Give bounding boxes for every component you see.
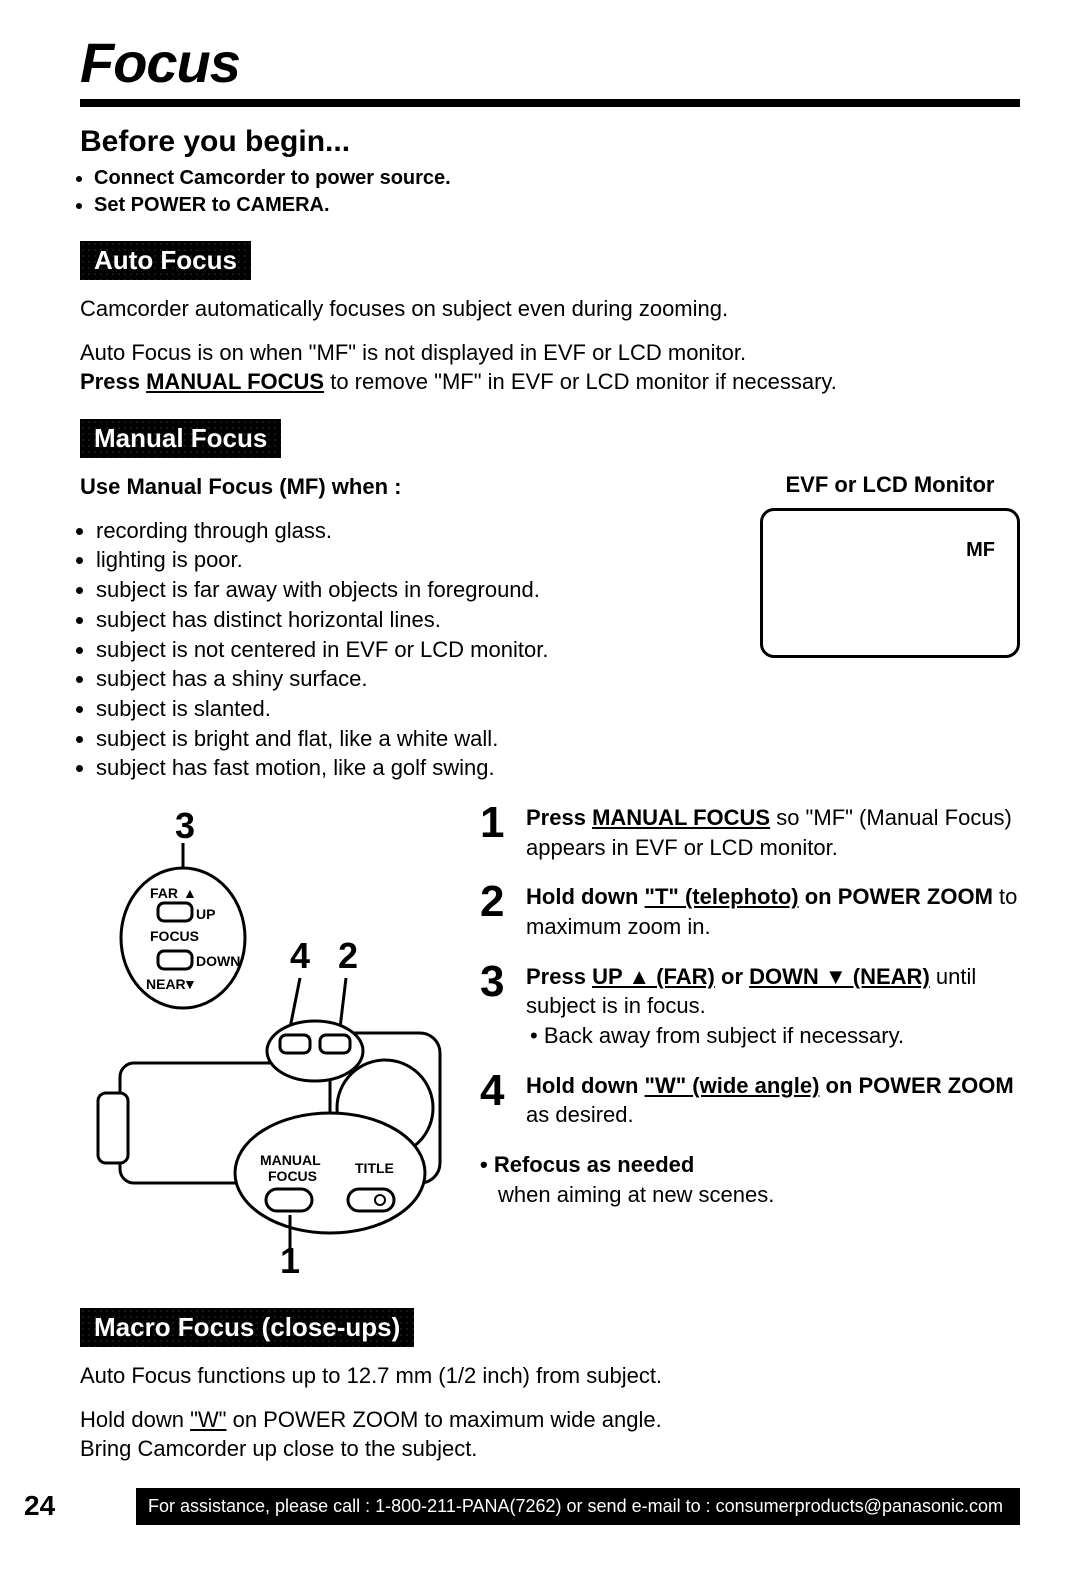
list-item: subject has fast motion, like a golf swi… xyxy=(96,753,730,783)
list-item: subject has a shiny surface. xyxy=(96,664,730,694)
callout-4: 4 xyxy=(290,935,310,976)
svg-text:TITLE: TITLE xyxy=(355,1160,394,1176)
svg-text:▼: ▼ xyxy=(183,976,197,992)
svg-text:FAR: FAR xyxy=(150,885,178,901)
step-num: 3 xyxy=(480,952,504,1011)
title-rule xyxy=(80,99,1020,107)
step-num: 2 xyxy=(480,872,504,931)
press-label: Press xyxy=(80,369,146,394)
list-item: subject is far away with objects in fore… xyxy=(96,575,730,605)
auto-focus-p1: Camcorder automatically focuses on subje… xyxy=(80,294,1020,324)
monitor-mf: MF xyxy=(966,539,995,562)
step-num: 1 xyxy=(480,793,504,852)
monitor-label: EVF or LCD Monitor xyxy=(760,472,1020,498)
svg-text:DOWN: DOWN xyxy=(196,953,240,969)
manual-focus-link: MANUAL FOCUS xyxy=(146,369,324,394)
list-item: lighting is poor. xyxy=(96,545,730,575)
before-item: Connect Camcorder to power source. xyxy=(94,165,1020,192)
svg-text:FOCUS: FOCUS xyxy=(268,1168,317,1184)
before-heading: Before you begin... xyxy=(80,125,1020,159)
use-when-list: recording through glass. lighting is poo… xyxy=(80,516,730,783)
refocus-note: • Refocus as needed when aiming at new s… xyxy=(480,1150,1020,1209)
callout-3: 3 xyxy=(175,805,195,846)
auto-focus-tag: Auto Focus xyxy=(80,241,251,280)
svg-text:MANUAL: MANUAL xyxy=(260,1152,321,1168)
footer-bar: For assistance, please call : 1-800-211-… xyxy=(136,1488,1020,1525)
steps-list: 1 Press MANUAL FOCUS so "MF" (Manual Foc… xyxy=(480,803,1020,1278)
monitor-frame: MF xyxy=(760,508,1020,658)
list-item: subject is bright and flat, like a white… xyxy=(96,724,730,754)
svg-text:FOCUS: FOCUS xyxy=(150,928,199,944)
step-3: 3 Press UP ▲ (FAR) or DOWN ▼ (NEAR) unti… xyxy=(480,962,1020,1051)
step-num: 4 xyxy=(480,1061,504,1120)
page-number: 24 xyxy=(24,1490,55,1522)
use-when-label: Use Manual Focus (MF) when : xyxy=(80,472,730,502)
manual-focus-tag: Manual Focus xyxy=(80,419,281,458)
macro-focus-tag: Macro Focus (close-ups) xyxy=(80,1308,414,1347)
before-item: Set POWER to CAMERA. xyxy=(94,192,1020,219)
callout-1: 1 xyxy=(280,1240,300,1273)
page-title: Focus xyxy=(80,30,1020,95)
step-2: 2 Hold down "T" (telephoto) on POWER ZOO… xyxy=(480,882,1020,941)
list-item: subject is not centered in EVF or LCD mo… xyxy=(96,635,730,665)
before-list: Connect Camcorder to power source. Set P… xyxy=(80,165,1020,219)
macro-p2: Hold down "W" on POWER ZOOM to maximum w… xyxy=(80,1405,1020,1464)
step-4: 4 Hold down "W" (wide angle) on POWER ZO… xyxy=(480,1071,1020,1130)
step-1: 1 Press MANUAL FOCUS so "MF" (Manual Foc… xyxy=(480,803,1020,862)
monitor-block: EVF or LCD Monitor MF xyxy=(760,472,1020,658)
macro-p1: Auto Focus functions up to 12.7 mm (1/2 … xyxy=(80,1361,1020,1391)
callout-2: 2 xyxy=(338,935,358,976)
camcorder-diagram: 3 FAR ▲ UP FOCUS DOWN NEAR ▼ 4 2 xyxy=(80,803,460,1278)
svg-text:NEAR: NEAR xyxy=(146,976,186,992)
svg-text:UP: UP xyxy=(196,906,215,922)
list-item: subject has distinct horizontal lines. xyxy=(96,605,730,635)
list-item: subject is slanted. xyxy=(96,694,730,724)
svg-text:▲: ▲ xyxy=(183,885,197,901)
step-3-sub: • Back away from subject if necessary. xyxy=(526,1021,1020,1051)
list-item: recording through glass. xyxy=(96,516,730,546)
auto-focus-p2: Auto Focus is on when "MF" is not displa… xyxy=(80,338,1020,397)
